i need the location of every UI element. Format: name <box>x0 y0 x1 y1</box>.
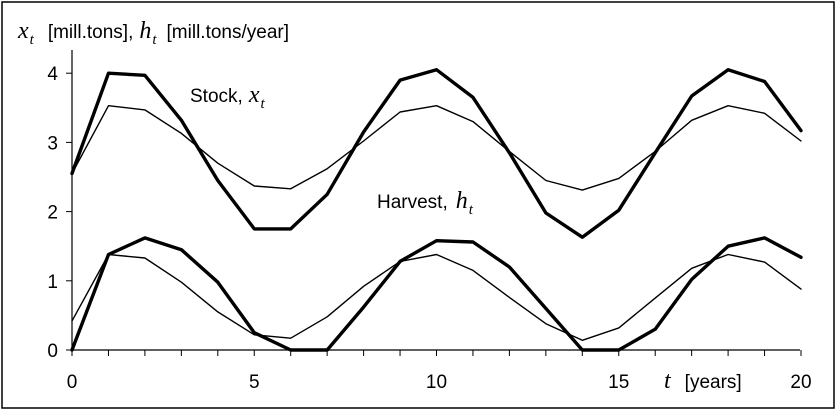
y-tick-label: 0 <box>47 341 58 362</box>
xlabel-t-var: t <box>664 368 672 394</box>
xlabel: t [years] <box>664 368 742 394</box>
axis-ticks: 0 5 10 15 20 0 1 2 3 4 <box>47 64 811 393</box>
series-line-stock-thin <box>71 104 802 191</box>
x-tick-label: 5 <box>249 372 260 393</box>
label-stock-text: Stock, <box>190 86 243 107</box>
ylabel-harvest-units: [mill.tons/year] <box>167 22 289 43</box>
label-stock-sub: t <box>260 96 265 112</box>
x-tick-label: 10 <box>426 372 447 393</box>
series-line-harvest-bold <box>70 236 803 352</box>
label-harvest-sub: t <box>469 202 474 218</box>
ylabel-h-var: h <box>139 18 151 44</box>
x-tick-label: 20 <box>790 372 811 393</box>
ylabel: xt [mill.tons], ht [mill.tons/year] <box>17 18 289 48</box>
y-tick-label: 1 <box>47 272 58 293</box>
xlabel-units: [years] <box>685 372 742 393</box>
label-harvest-var: h <box>456 188 468 214</box>
ylabel-x-sub: t <box>30 32 35 48</box>
ylabel-stock-units: [mill.tons], <box>48 22 134 43</box>
ylabel-h-sub: t <box>152 32 157 48</box>
x-tick-label: 0 <box>67 372 78 393</box>
label-stock-var: x <box>248 82 260 108</box>
y-tick-label: 3 <box>47 133 58 154</box>
y-tick-label: 4 <box>47 64 58 85</box>
series-line-stock-bold <box>70 67 803 239</box>
label-harvest-text: Harvest, <box>377 192 448 213</box>
y-tick-label: 2 <box>47 203 58 224</box>
label-harvest: Harvest, ht <box>377 188 474 218</box>
x-tick-label: 15 <box>608 372 629 393</box>
series-group <box>70 67 803 352</box>
series-line-harvest-thin <box>71 253 802 341</box>
label-stock: Stock, xt <box>190 82 265 112</box>
ylabel-x-var: x <box>17 18 29 44</box>
